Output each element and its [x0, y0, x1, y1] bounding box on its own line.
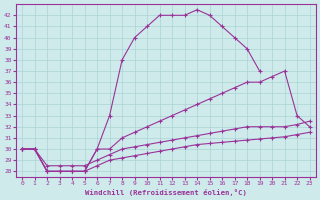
X-axis label: Windchill (Refroidissement éolien,°C): Windchill (Refroidissement éolien,°C) — [85, 189, 247, 196]
